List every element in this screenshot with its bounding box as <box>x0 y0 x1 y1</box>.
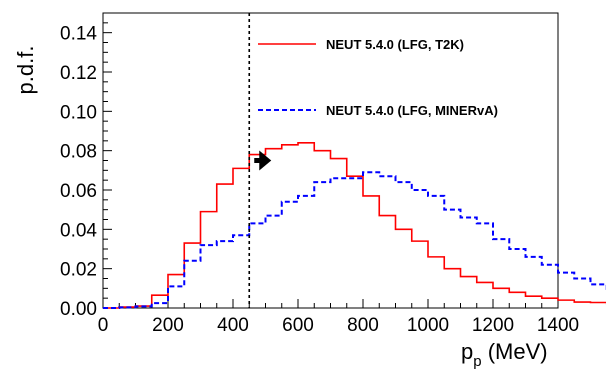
series-minerva <box>103 171 606 309</box>
x-tick-label: 400 <box>217 315 249 336</box>
x-tick-label: 800 <box>347 315 379 336</box>
series-t2k <box>103 142 606 309</box>
y-tick-label: 0.12 <box>60 63 97 84</box>
legend-entry-label: NEUT 5.4.0 (LFG, T2K) <box>326 37 464 52</box>
y-tick-label: 0.00 <box>60 299 97 320</box>
y-tick-label: 0.04 <box>60 220 97 241</box>
y-axis-title: p.d.f. <box>13 46 38 95</box>
legend: NEUT 5.4.0 (LFG, T2K) NEUT 5.4.0 (LFG, MI… <box>258 37 498 118</box>
y-tick-label: 0.06 <box>60 181 97 202</box>
axis-ticks: 0 200 400 600 800 1000 1200 1400 0.00 0.02 0.04 0.0… <box>60 12 579 336</box>
x-tick-label: 600 <box>282 315 314 336</box>
y-tick-label: 0.08 <box>60 142 97 163</box>
plot-frame <box>102 12 559 309</box>
x-axis-title: pp (MeV) <box>461 339 548 370</box>
series-line <box>103 171 606 309</box>
x-tick-label: 1400 <box>537 315 579 336</box>
plot-frame-box <box>102 12 559 309</box>
x-tick-label: 1200 <box>472 315 514 336</box>
x-tick-label: 0 <box>98 315 109 336</box>
legend-entry-label: NEUT 5.4.0 (LFG, MINERvA) <box>326 103 498 118</box>
series-line <box>103 142 606 309</box>
series-layer <box>103 13 606 309</box>
axis-labels: pp (MeV) p.d.f. <box>13 46 548 370</box>
x-tick-label: 200 <box>152 315 184 336</box>
x-tick-label: 1000 <box>407 315 449 336</box>
y-tick-label: 0.02 <box>60 260 97 281</box>
y-tick-label: 0.10 <box>60 102 97 123</box>
y-tick-label: 0.14 <box>60 24 97 45</box>
cut-arrow-head <box>259 150 272 171</box>
